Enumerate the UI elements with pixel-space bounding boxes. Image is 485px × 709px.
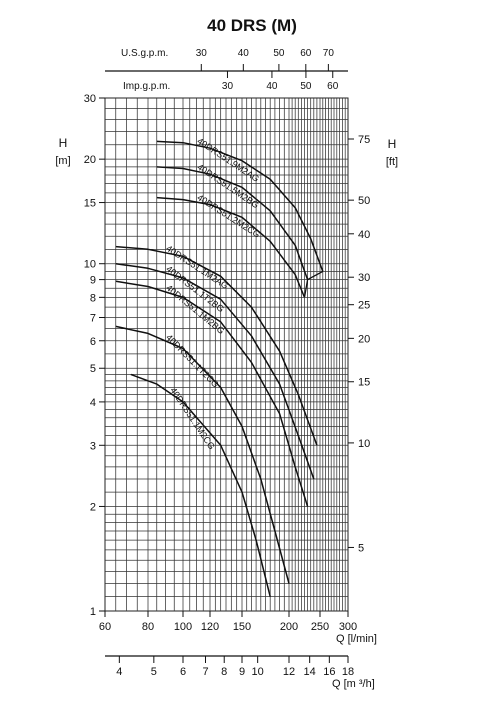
series-line-5 <box>115 262 315 480</box>
y-tick-label: 2 <box>90 501 96 513</box>
series-line-2 <box>156 166 309 280</box>
series-line-7 <box>115 325 290 584</box>
y-right-tick-label: 25 <box>358 300 370 312</box>
y-right-tick-label: 10 <box>358 438 370 450</box>
x-axis: 60 80 100 120 150 200 250 300 <box>99 611 357 633</box>
imp-gpm-tick-label: 50 <box>300 81 312 92</box>
y-tick-label: 8 <box>90 292 96 304</box>
series-line-3 <box>156 196 306 298</box>
m3h-tick-label: 16 <box>323 666 335 678</box>
y-axis-right-label: H <box>388 137 397 151</box>
us-gpm-tick-label: 70 <box>323 48 335 59</box>
m3h-axis-label: Q [m ³/h] <box>332 678 375 690</box>
y-axis-label: H <box>59 136 68 150</box>
m3h-tick-label: 7 <box>202 666 208 678</box>
y-tick-label: 3 <box>90 440 96 452</box>
x-tick-label: 300 <box>339 621 357 633</box>
m3h-tick-label: 8 <box>221 666 227 678</box>
imp-gpm-tick-label: 60 <box>327 81 339 92</box>
y-right-tick-label: 30 <box>358 272 370 284</box>
series-line-4 <box>115 245 318 446</box>
us-gpm-tick-label: 60 <box>300 48 312 59</box>
top-axes: 30 40 50 60 70 30 40 50 60 <box>105 48 348 92</box>
y-right-tick-label: 20 <box>358 333 370 345</box>
m3h-tick-label: 18 <box>342 666 354 678</box>
us-gpm-label: U.S.g.p.m. <box>121 48 168 59</box>
y-right-tick-label: 5 <box>358 542 364 554</box>
x-tick-label: 120 <box>201 621 219 633</box>
series-line-1 <box>156 140 324 272</box>
x-tick-label: 80 <box>142 621 154 633</box>
right-axis: 5 10 15 20 25 30 40 50 75 <box>348 134 370 554</box>
envelope-line <box>303 270 324 298</box>
m3h-tick-label: 12 <box>283 666 295 678</box>
y-tick-label: 9 <box>90 275 96 287</box>
y-right-tick-label: 15 <box>358 377 370 389</box>
series-line-8 <box>130 373 271 597</box>
y-tick-label: 6 <box>90 336 96 348</box>
x-tick-label: 250 <box>311 621 329 633</box>
m3h-tick-label: 14 <box>304 666 316 678</box>
x-axis-label: Q [l/min] <box>336 633 377 645</box>
y-tick-label: 4 <box>90 397 96 409</box>
y-tick-label: 30 <box>84 93 96 105</box>
series-line-6 <box>115 280 309 507</box>
m3h-tick-label: 6 <box>180 666 186 678</box>
m3h-tick-label: 5 <box>151 666 157 678</box>
m3h-tick-label: 10 <box>252 666 264 678</box>
x-tick-label: 150 <box>233 621 251 633</box>
bottom-axis: 4 5 6 7 8 9 10 12 14 16 18 <box>105 655 354 678</box>
imp-gpm-tick-label: 30 <box>222 81 234 92</box>
imp-gpm-tick-label: 40 <box>266 81 278 92</box>
y-axis-unit: [m] <box>55 155 70 167</box>
us-gpm-tick-label: 50 <box>273 48 285 59</box>
y-tick-label: 20 <box>84 154 96 166</box>
m3h-tick-label: 4 <box>116 666 122 678</box>
y-tick-label: 5 <box>90 363 96 375</box>
y-right-tick-label: 50 <box>358 195 370 207</box>
x-tick-label: 100 <box>174 621 192 633</box>
us-gpm-tick-label: 40 <box>238 48 250 59</box>
us-gpm-tick-label: 30 <box>196 48 208 59</box>
imp-gpm-label: Imp.g.p.m. <box>123 81 170 92</box>
x-tick-label: 60 <box>99 621 111 633</box>
chart-title: 40 DRS (M) <box>207 16 297 35</box>
m3h-tick-label: 9 <box>239 666 245 678</box>
y-right-tick-label: 40 <box>358 229 370 241</box>
y-right-tick-label: 75 <box>358 134 370 146</box>
y-tick-label: 7 <box>90 312 96 324</box>
x-tick-label: 200 <box>280 621 298 633</box>
y-tick-label: 10 <box>84 259 96 271</box>
y-tick-label: 1 <box>90 606 96 618</box>
plot-frame <box>104 97 349 612</box>
left-axis: 1 2 3 4 5 6 7 8 9 10 15 20 30 <box>84 93 105 618</box>
grid <box>104 97 349 612</box>
y-tick-label: 15 <box>84 198 96 210</box>
y-axis-right-unit: [ft] <box>386 156 398 168</box>
